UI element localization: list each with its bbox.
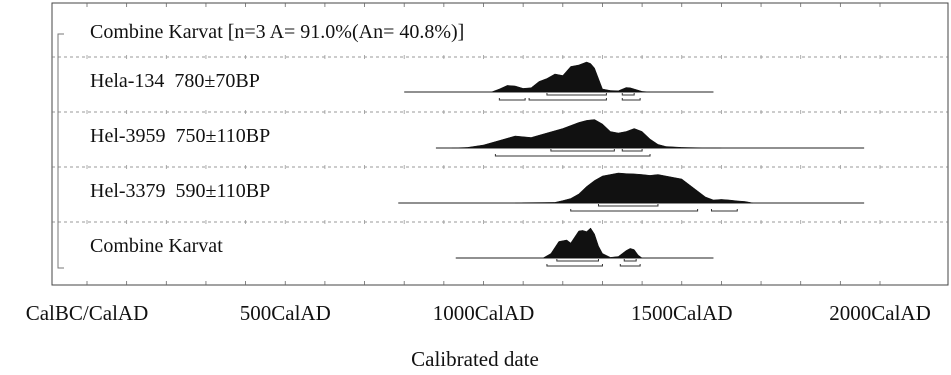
range-68-hel-3959 — [550, 149, 615, 152]
range-68-combine-karvat — [623, 259, 637, 262]
range-95-combine-karvat — [619, 264, 641, 267]
density-hela-134 — [491, 61, 651, 93]
range-68-combine-karvat — [556, 259, 599, 262]
range-95-hel-3379 — [570, 209, 699, 212]
x-tick-labels: CalBC/CalAD 500CalAD 1000CalAD 1500CalAD 200… — [26, 301, 931, 325]
row-label-hel-3379: Hel-3379 590±110BP — [90, 180, 270, 202]
labels-layer: Combine Karvat [n=3 A= 91.0%(An= 40.8%)]… — [90, 21, 539, 371]
density-combine-karvat — [542, 227, 643, 259]
range-95-combine-karvat — [546, 264, 603, 267]
x-axis-title: Calibrated date — [411, 347, 539, 371]
row-label-combine-karvat: Combine Karvat — [90, 235, 223, 257]
density-hel-3379 — [515, 172, 754, 204]
range-95-hel-3379 — [710, 209, 738, 212]
combine-bracket — [57, 33, 64, 269]
range-95-hel-3959 — [494, 154, 651, 157]
range-68-hel-3379 — [597, 204, 659, 207]
x-tick-label: CalBC/CalAD — [26, 301, 149, 325]
bracket-label: Combine Karvat [n=3 A= 91.0%(An= 40.8%)] — [90, 21, 464, 43]
x-tick-label: 1000CalAD — [433, 301, 535, 325]
range-68-hela-134 — [621, 93, 635, 96]
range-68-hel-3959 — [621, 149, 643, 152]
range-95-hela-134 — [621, 98, 641, 101]
density-hel-3959 — [451, 119, 722, 149]
x-tick-label: 500CalAD — [240, 301, 331, 325]
rows-layer — [51, 2, 949, 286]
range-95-hela-134 — [528, 98, 607, 101]
row-label-hela-134: Hela-134 780±70BP — [90, 70, 260, 92]
x-tick-label: 1500CalAD — [631, 301, 733, 325]
range-68-hela-134 — [546, 93, 607, 96]
row-label-hel-3959: Hel-3959 750±110BP — [90, 125, 270, 147]
range-95-hela-134 — [498, 98, 526, 101]
x-tick-label: 2000CalAD — [829, 301, 931, 325]
plot-frame — [51, 2, 949, 286]
